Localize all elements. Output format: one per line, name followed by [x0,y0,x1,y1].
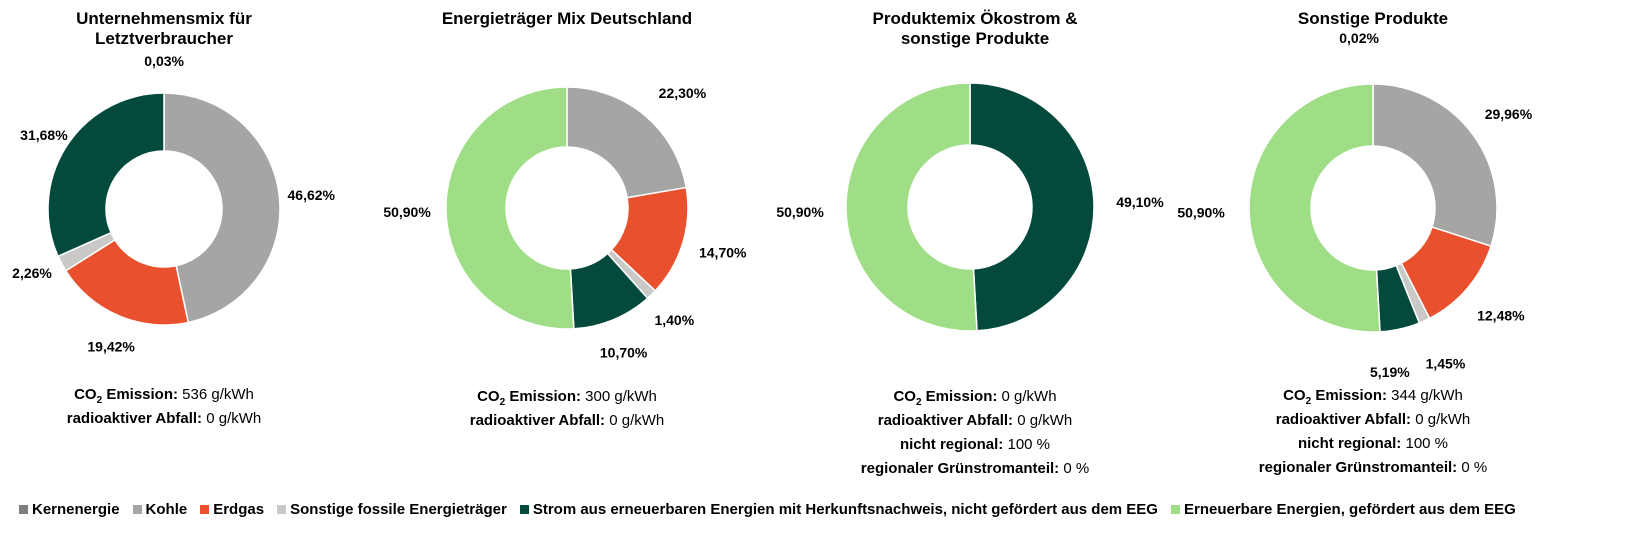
data-label: 1,40% [654,312,694,328]
data-label: 49,10% [1116,194,1164,210]
info-label: radioaktiver Abfall: [469,412,606,429]
info-value: 100 % [1003,436,1051,453]
legend-item-eeg: Erneuerbare Energien, gefördert aus dem … [1170,500,1516,518]
info-value: 100 % [1401,435,1449,452]
info-value: 0 g/kWh [202,410,262,427]
info-label: nicht regional: [1297,435,1402,452]
data-label: 10,70% [600,345,648,361]
pie-slice-eeg [1248,83,1381,333]
legend-swatch [132,504,142,514]
chart-panel-2: Energieträger Mix Deutschland 22,30% 14,7… [367,0,767,495]
legend-swatch [19,504,28,514]
data-label: 12,48% [1477,308,1525,324]
data-label: 5,19% [1370,364,1410,380]
info-label: nicht regional: [899,436,1004,453]
data-label: 50,90% [383,204,431,220]
info-value: 0 % [1457,459,1488,476]
chart-panel-1: Unternehmensmix für Letztverbraucher 0,0… [0,0,364,495]
data-label: 19,42% [87,338,135,354]
info-block: CO2 Emission: 536 g/kWh radioaktiver Abfa… [0,383,364,431]
chart-legend: Kernenergie Kohle Erdgas Sonstige fossile E… [19,499,1529,519]
info-line: CO2 Emission: 0 g/kWh [775,385,1175,409]
data-label: 22,30% [659,85,707,101]
info-line: radioaktiver Abfall: 0 g/kWh [367,409,767,433]
info-block: CO2 Emission: 0 g/kWh radioaktiver Abfall… [775,385,1175,481]
info-value: 0 g/kWh [605,412,665,429]
chart-title: Produktemix Ökostrom & sonstige Produkte [872,9,1078,48]
info-label: CO2 Emission: [1283,387,1388,407]
info-label: regionaler Grünstromanteil: [860,460,1060,477]
data-label: 14,70% [699,245,747,261]
legend-swatch [519,504,529,514]
legend-swatch [200,504,210,514]
legend-swatch [277,504,287,514]
chart-panel-4: Sonstige Produkte 0,02% 29,96% 12,48% 1,45%… [1173,0,1573,495]
pie-slice-kohle [566,86,688,199]
info-line: CO2 Emission: 536 g/kWh [0,383,364,407]
legend-item-sonstige: Sonstige fossile Energieträger [277,501,507,518]
info-line: radioaktiver Abfall: 0 g/kWh [0,407,364,431]
data-label: 46,62% [288,187,336,203]
donut-chart: 22,30% 14,70% 1,40% 10,70% 50,90% [383,85,747,361]
legend-label: Kohle [145,500,188,518]
pie-slice-kohle [163,92,281,324]
info-value: 0 g/kWh [1013,412,1073,429]
info-label: CO2 Emission: [74,386,179,406]
info-line: regionaler Grünstromanteil: 0 % [1173,456,1573,480]
donut-chart: 0,02% 29,96% 12,48% 1,45% 5,19% 50,90% [1177,30,1533,380]
donut-chart: 0,03% 46,62% 19,42% 2,26% 31,68% [12,53,336,354]
legend-item-kohle: Kohle [132,500,188,518]
info-label: CO2 Emission: [477,388,582,408]
info-label: radioaktiver Abfall: [66,410,203,427]
info-line: CO2 Emission: 344 g/kWh [1173,384,1573,408]
info-value: 344 g/kWh [1387,387,1463,404]
data-label: 2,26% [12,265,52,281]
info-line: radioaktiver Abfall: 0 g/kWh [775,409,1175,433]
legend-label: Erneuerbare Energien, gefördert aus dem … [1183,500,1516,518]
donut-chart: 49,10% 50,90% [776,82,1164,332]
legend-label: Strom aus erneuerbaren Energien mit Herk… [532,500,1158,518]
legend-item-kernenergie: Kernenergie [19,501,120,518]
pie-slice-strom_hkn [47,92,165,258]
info-value: 0 % [1059,460,1090,477]
pie-slice-eeg [445,86,575,330]
info-label: regionaler Grünstromanteil: [1258,459,1458,476]
legend-swatch [1170,504,1180,514]
info-label: CO2 Emission: [893,388,998,408]
chart-panel-3: Produktemix Ökostrom & sonstige Produkte… [775,0,1175,495]
info-value: 300 g/kWh [581,388,657,405]
data-label: 50,90% [1177,205,1225,221]
data-label: 31,68% [20,127,68,143]
info-line: CO2 Emission: 300 g/kWh [367,385,767,409]
info-value: 0 g/kWh [1411,411,1471,428]
legend-label: Kernenergie [32,500,120,518]
legend-label: Erdgas [213,500,265,518]
legend-item-strom_hkn: Strom aus erneuerbaren Energien mit Herk… [519,500,1158,518]
pie-slice-strom_hkn [969,82,1095,332]
data-label: 0,02% [1339,30,1379,46]
info-line: nicht regional: 100 % [775,433,1175,457]
info-block: CO2 Emission: 344 g/kWh radioaktiver Abfa… [1173,384,1573,480]
data-label: 0,03% [144,53,184,69]
info-value: 536 g/kWh [178,386,254,403]
info-block: CO2 Emission: 300 g/kWh radioaktiver Abfa… [367,385,767,433]
info-value: 0 g/kWh [997,388,1057,405]
chart-title: Energieträger Mix Deutschland [441,9,693,28]
chart-title: Unternehmensmix für Letztverbraucher [76,9,252,48]
data-label: 50,90% [776,204,824,220]
legend-label: Sonstige fossile Energieträger [290,500,507,518]
pie-slice-kohle [1372,83,1498,248]
pie-slice-eeg [845,82,978,332]
info-label: radioaktiver Abfall: [877,412,1014,429]
info-label: radioaktiver Abfall: [1275,411,1412,428]
legend-item-erdgas: Erdgas [200,501,264,518]
info-line: nicht regional: 100 % [1173,432,1573,456]
info-line: radioaktiver Abfall: 0 g/kWh [1173,408,1573,432]
data-label: 1,45% [1426,356,1466,372]
data-label: 29,96% [1485,106,1533,122]
chart-title: Sonstige Produkte [1297,9,1449,28]
info-line: regionaler Grünstromanteil: 0 % [775,457,1175,481]
